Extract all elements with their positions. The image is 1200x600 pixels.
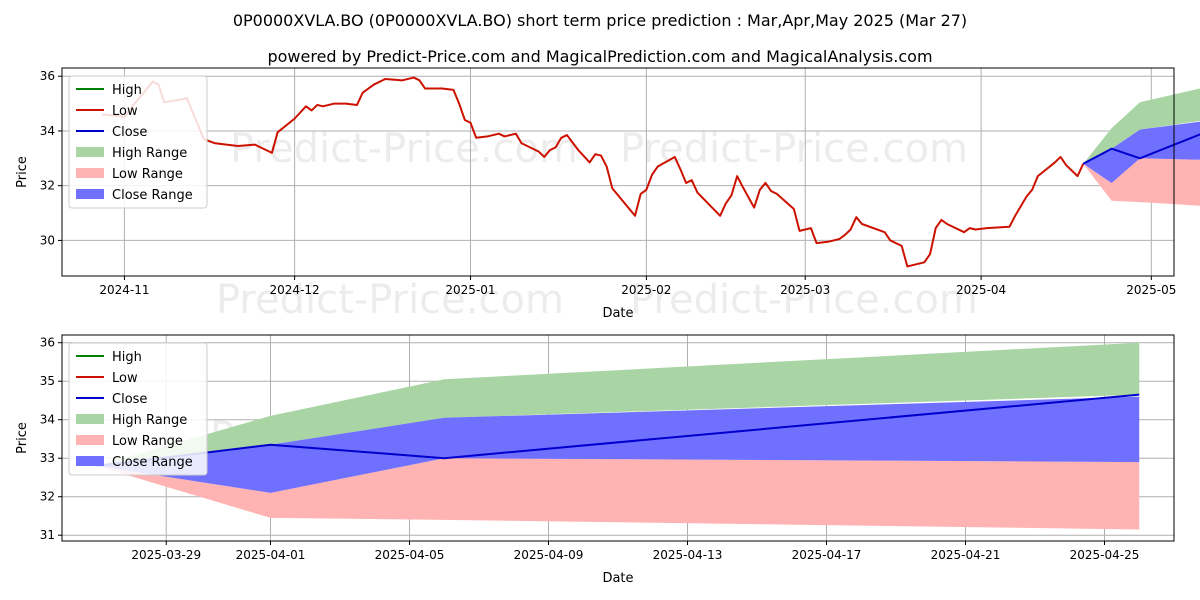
x-tick-label: 2025-03-29 — [131, 548, 201, 562]
legend-close-range-label: Close Range — [112, 455, 193, 470]
watermark-text: Predict-Price.com — [216, 277, 564, 323]
close-forecast-line — [1082, 133, 1200, 165]
x-axis-label: Date — [602, 571, 633, 586]
x-tick-label: 2025-02 — [621, 283, 671, 297]
range-areas — [96, 342, 1140, 530]
x-tick-label: 2025-04-21 — [931, 548, 1001, 562]
range-areas — [1083, 88, 1200, 206]
legend-low-range-label: Low Range — [112, 434, 183, 449]
y-tick-label: 33 — [40, 451, 55, 465]
y-tick-label: 32 — [40, 490, 55, 504]
legend-close-range-swatch — [76, 189, 104, 199]
x-tick-label: 2025-04-25 — [1070, 548, 1140, 562]
legend-low-range-label: Low Range — [112, 167, 183, 182]
watermark-text: Predict-Price.com — [620, 126, 968, 172]
y-tick-label: 36 — [40, 336, 55, 350]
x-tick-label: 2025-04-09 — [514, 548, 584, 562]
legend-high-range-label: High Range — [112, 146, 187, 161]
y-tick-label: 34 — [40, 124, 55, 138]
low-range-area — [96, 458, 1140, 530]
legend-high-range-swatch — [76, 147, 104, 157]
y-tick-label: 36 — [40, 69, 55, 83]
close-range-area — [96, 396, 1140, 493]
legend: High Low Close High Range Low Range Close Ran… — [68, 75, 208, 209]
x-tick-label: 2025-05 — [1126, 283, 1176, 297]
legend-low-label: Low — [112, 104, 138, 119]
x-tick-label: 2025-03 — [780, 283, 830, 297]
plot-frame — [61, 67, 1175, 277]
low-price-line — [101, 76, 1085, 268]
legend-close-label: Close — [112, 125, 147, 140]
y-tick-label: 34 — [40, 413, 55, 427]
watermark-text: Predict-Price.com — [630, 277, 978, 323]
x-axis-label: Date — [602, 306, 633, 321]
legend-close-range-swatch — [76, 456, 104, 466]
chart-subtitle: powered by Predict-Price.com and Magical… — [267, 47, 932, 66]
low-range-area — [1083, 158, 1200, 206]
axis-ticks: 2025-03-29 2025-04-01 2025-04-05 2025-04-09… — [40, 336, 1140, 562]
high-range-area — [96, 342, 1140, 466]
chart-title: 0P0000XVLA.BO (0P0000XVLA.BO) short term… — [233, 11, 967, 30]
x-tick-label: 2024-11 — [99, 283, 149, 297]
legend-low-label: Low — [112, 371, 138, 386]
legend-high-range-swatch — [76, 414, 104, 424]
legend-low-range-swatch — [76, 168, 104, 178]
y-axis-label: Price — [15, 422, 30, 454]
series-lines — [101, 76, 1200, 268]
y-tick-label: 30 — [40, 233, 55, 247]
high-range-area — [1083, 88, 1200, 164]
y-tick-label: 35 — [40, 374, 55, 388]
y-tick-label: 32 — [40, 179, 55, 193]
axis-ticks: 2024-11 2024-12 2025-01 2025-02 2025-03 2025-… — [40, 69, 1177, 297]
main-chart-panel: Predict-Price.com Predict-Price.com Predic… — [15, 67, 1200, 323]
x-tick-label: 2025-01 — [445, 283, 495, 297]
legend-high-label: High — [112, 350, 142, 365]
x-tick-label: 2025-04 — [956, 283, 1006, 297]
x-tick-label: 2025-04-01 — [236, 548, 306, 562]
close-range-area — [1083, 121, 1200, 183]
legend-high-range-label: High Range — [112, 413, 187, 428]
y-tick-label: 31 — [40, 528, 55, 542]
y-axis-label: Price — [15, 156, 30, 188]
x-tick-label: 2025-04-17 — [792, 548, 862, 562]
legend-close-range-label: Close Range — [112, 188, 193, 203]
legend-low-range-swatch — [76, 435, 104, 445]
watermark-text: Predict-Price.com — [230, 126, 578, 172]
x-tick-label: 2025-04-05 — [375, 548, 445, 562]
legend-high-label: High — [112, 83, 142, 98]
watermarks: Predict-Price.com Predict-Price.com Predic… — [216, 126, 978, 323]
gridlines — [62, 68, 1174, 276]
x-tick-label: 2025-04-13 — [653, 548, 723, 562]
legend: High Low Close High Range Low Range Close Ran… — [68, 342, 208, 476]
legend-close-label: Close — [112, 392, 147, 407]
plot-frame — [61, 334, 1175, 542]
x-tick-label: 2024-12 — [270, 283, 320, 297]
